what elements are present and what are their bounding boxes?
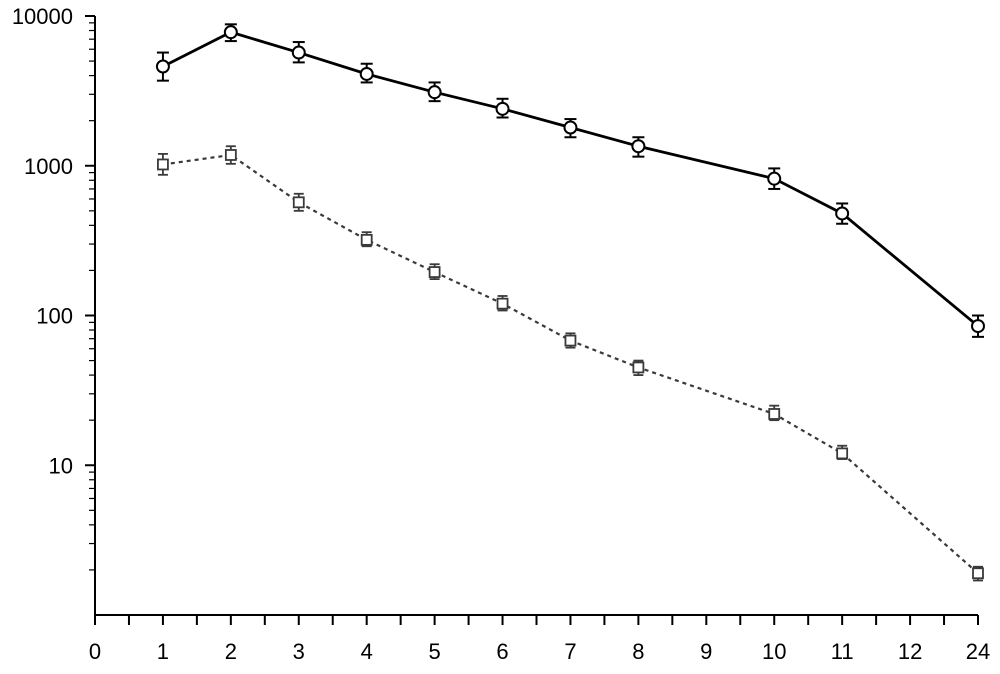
series-marker-upper (157, 61, 169, 73)
series-marker-lower (430, 267, 440, 277)
y-axis-label: 10 (49, 453, 73, 478)
x-axis-label: 9 (700, 639, 712, 664)
x-axis-label: 12 (898, 639, 922, 664)
x-axis-label: 5 (428, 639, 440, 664)
series-marker-lower (498, 299, 508, 309)
series-marker-upper (293, 47, 305, 59)
series-marker-lower (633, 362, 643, 372)
x-axis-label: 10 (762, 639, 786, 664)
series-marker-upper (768, 173, 780, 185)
x-axis-label: 3 (293, 639, 305, 664)
series-marker-lower (973, 568, 983, 578)
series-marker-upper (632, 140, 644, 152)
series-marker-lower (158, 159, 168, 169)
y-axis-label: 1000 (24, 154, 73, 179)
series-marker-upper (836, 207, 848, 219)
series-marker-lower (837, 448, 847, 458)
x-axis-label: 11 (831, 639, 854, 664)
chart-svg: 10100100010000012345678910111224 (0, 0, 1000, 674)
series-marker-upper (429, 86, 441, 98)
x-axis-label: 6 (496, 639, 508, 664)
series-marker-lower (565, 336, 575, 346)
series-marker-upper (564, 122, 576, 134)
series-marker-lower (362, 235, 372, 245)
series-marker-upper (497, 103, 509, 115)
series-marker-upper (225, 26, 237, 38)
line-chart: 10100100010000012345678910111224 (0, 0, 1000, 674)
series-marker-lower (769, 409, 779, 419)
x-axis-label: 7 (564, 639, 576, 664)
x-axis-label: 24 (966, 639, 990, 664)
x-axis-label: 2 (225, 639, 237, 664)
y-axis-label: 100 (36, 304, 73, 329)
y-axis-label: 10000 (12, 4, 73, 29)
x-axis-label: 8 (632, 639, 644, 664)
series-marker-lower (226, 150, 236, 160)
series-marker-upper (972, 320, 984, 332)
x-axis-label: 0 (89, 639, 101, 664)
x-axis-label: 4 (361, 639, 373, 664)
series-marker-lower (294, 197, 304, 207)
series-marker-upper (361, 68, 373, 80)
x-axis-label: 1 (157, 639, 169, 664)
